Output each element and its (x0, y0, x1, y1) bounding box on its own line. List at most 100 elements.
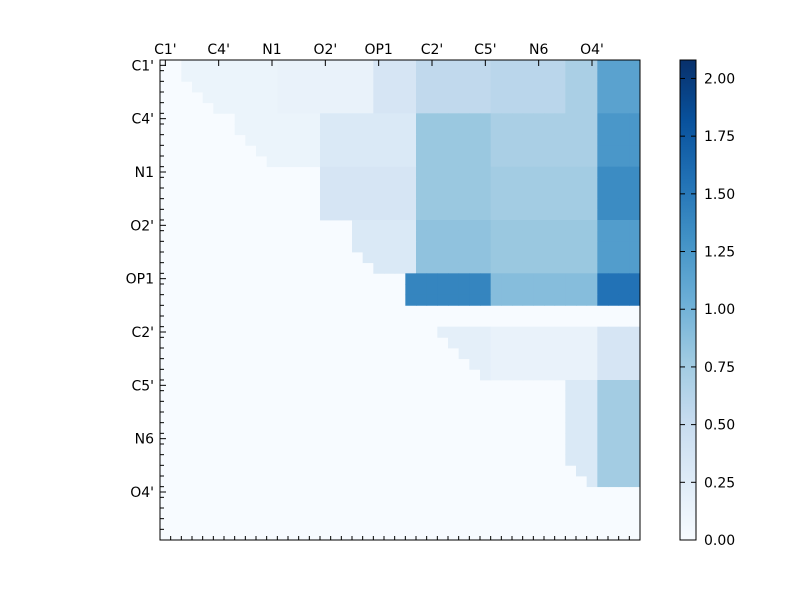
heatmap-cell (597, 241, 609, 253)
heatmap-cell (533, 70, 545, 82)
heatmap-cell (373, 252, 385, 264)
heatmap-cell (480, 273, 492, 285)
heatmap-cell (394, 92, 406, 104)
heatmap-cell (554, 262, 566, 274)
heatmap-cell (394, 230, 406, 242)
heatmap-cell (256, 145, 268, 157)
heatmap-cell (330, 124, 342, 136)
heatmap-cell (544, 113, 556, 125)
heatmap-cell (629, 220, 641, 232)
heatmap-cell (629, 70, 641, 82)
heatmap-cell (330, 92, 342, 104)
x-tick-label: C2' (421, 42, 444, 58)
heatmap-cell (245, 134, 257, 146)
y-tick-label: O2' (130, 218, 154, 234)
heatmap-cell (629, 209, 641, 221)
heatmap-cell (512, 156, 524, 168)
heatmap-cell (330, 209, 342, 221)
heatmap-cell (192, 81, 204, 93)
heatmap-cell (330, 166, 342, 178)
heatmap-cell (416, 81, 428, 93)
heatmap-cell (629, 284, 641, 296)
heatmap-cell (277, 81, 289, 93)
heatmap-cell (522, 177, 534, 189)
heatmap-cell (384, 209, 396, 221)
heatmap-cell (608, 465, 620, 477)
heatmap-cell (362, 241, 374, 253)
heatmap-cell (448, 60, 460, 72)
heatmap-cell (405, 294, 417, 306)
heatmap-cell (565, 209, 577, 221)
heatmap-cell (586, 156, 598, 168)
heatmap-cell (512, 337, 524, 349)
heatmap-cell (618, 358, 630, 370)
heatmap-cell (576, 465, 588, 477)
heatmap-cell (576, 422, 588, 434)
heatmap-cell (618, 252, 630, 264)
heatmap-cell (202, 60, 214, 72)
heatmap-cell (362, 198, 374, 210)
heatmap-cell (341, 145, 353, 157)
heatmap-cell (597, 156, 609, 168)
heatmap-cell (469, 166, 481, 178)
heatmap-cell (629, 113, 641, 125)
heatmap-cell (309, 124, 321, 136)
heatmap-cell (320, 102, 332, 114)
heatmap-cell (277, 113, 289, 125)
heatmap-cell (576, 284, 588, 296)
heatmap-cell (288, 145, 300, 157)
heatmap-cell (352, 188, 364, 200)
heatmap-cell (576, 70, 588, 82)
heatmap-cell (597, 273, 609, 285)
heatmap-cell (565, 81, 577, 93)
heatmap-cell (586, 401, 598, 413)
heatmap-cell (554, 198, 566, 210)
heatmap-cell (512, 220, 524, 232)
heatmap-cell (576, 444, 588, 456)
heatmap-cell (416, 156, 428, 168)
heatmap-cell (426, 252, 438, 264)
heatmap-cell (618, 380, 630, 392)
heatmap-cell (245, 102, 257, 114)
plot-frame (159, 59, 641, 541)
heatmap-cell (480, 262, 492, 274)
colorbar-tick-label: 1.00 (704, 302, 735, 318)
heatmap-cell (416, 166, 428, 178)
heatmap-cell (522, 284, 534, 296)
heatmap-cell (469, 337, 481, 349)
heatmap-cell (277, 70, 289, 82)
heatmap-cell (394, 70, 406, 82)
y-tick-label: N1 (135, 165, 154, 181)
heatmap-cell (341, 134, 353, 146)
heatmap-cell (576, 81, 588, 93)
heatmap-cell (576, 177, 588, 189)
heatmap-cell (554, 252, 566, 264)
heatmap-cell (458, 294, 470, 306)
heatmap-cell (490, 177, 502, 189)
heatmap-cell (405, 188, 417, 200)
heatmap-cell (352, 60, 364, 72)
heatmap-cell (416, 294, 428, 306)
heatmap-cell (426, 124, 438, 136)
heatmap-cell (298, 124, 310, 136)
heatmap-cell (309, 81, 321, 93)
heatmap-cell (554, 124, 566, 136)
heatmap-cell (437, 70, 449, 82)
heatmap-cell (341, 124, 353, 136)
heatmap-cell (544, 198, 556, 210)
heatmap-cell (330, 102, 342, 114)
heatmap-cell (373, 124, 385, 136)
heatmap-cell (533, 262, 545, 274)
heatmap-cell (597, 380, 609, 392)
heatmap-cell (544, 92, 556, 104)
heatmap-cell (277, 92, 289, 104)
heatmap-cell (458, 156, 470, 168)
heatmap-cell (512, 198, 524, 210)
heatmap-cell (576, 113, 588, 125)
heatmap-cell (469, 156, 481, 168)
heatmap-cell (266, 92, 278, 104)
heatmap-cell (405, 134, 417, 146)
heatmap-cell (458, 92, 470, 104)
heatmap-cell (330, 113, 342, 125)
heatmap-cell (352, 198, 364, 210)
